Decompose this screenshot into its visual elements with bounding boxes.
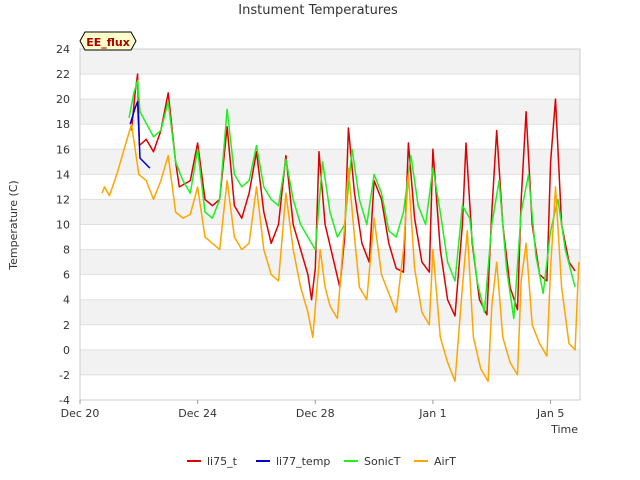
grid-band	[80, 349, 580, 375]
y-tick-label: 14	[56, 168, 70, 181]
site-badge-label: EE_flux	[86, 36, 130, 49]
y-tick-label: 22	[56, 68, 70, 81]
y-axis-label: Temperature (C)	[7, 180, 20, 270]
legend-label-li77_temp: li77_temp	[276, 455, 330, 468]
x-axis-label: Time	[550, 423, 578, 436]
legend-label-SonicT: SonicT	[364, 455, 401, 468]
y-tick-label: 24	[56, 43, 70, 56]
y-tick-label: 18	[56, 118, 70, 131]
y-tick-label: 6	[63, 269, 70, 282]
grid-band	[80, 99, 580, 125]
site-badge: EE_flux	[79, 31, 137, 51]
y-tick-label: 16	[56, 143, 70, 156]
y-tick-label: -4	[59, 394, 70, 407]
series-lines	[101, 73, 580, 382]
plot-frame	[79, 48, 581, 401]
x-axis-ticks: Dec 20 Dec 24 Dec 28 Jan 1 Jan 5	[61, 400, 564, 420]
y-tick-label: 8	[63, 244, 70, 257]
y-tick-label: 4	[63, 294, 70, 307]
grid-band	[80, 49, 580, 75]
y-tick-label: 2	[63, 319, 70, 332]
y-tick-label: 0	[63, 344, 70, 357]
x-tick-label: Dec 28	[296, 407, 335, 420]
series-line-SonicT	[128, 79, 576, 320]
grid-band	[80, 149, 580, 175]
x-tick-label: Dec 20	[61, 407, 100, 420]
legend: li75_t li77_temp SonicT AirT	[187, 455, 456, 468]
legend-label-AirT: AirT	[434, 455, 456, 468]
x-tick-label: Dec 24	[178, 407, 217, 420]
legend-label-li75_t: li75_t	[207, 455, 238, 468]
series-line-li77_temp	[129, 100, 151, 169]
chart-title: Instument Temperatures	[238, 3, 398, 18]
x-tick-label: Jan 1	[418, 407, 446, 420]
x-tick-label: Jan 5	[536, 407, 564, 420]
y-tick-label: -2	[59, 369, 70, 382]
series-line-AirT	[101, 123, 580, 382]
y-tick-label: 10	[56, 219, 70, 232]
site-badge-box	[79, 31, 137, 51]
y-tick-label: 12	[56, 193, 70, 206]
y-tick-label: 20	[56, 93, 70, 106]
